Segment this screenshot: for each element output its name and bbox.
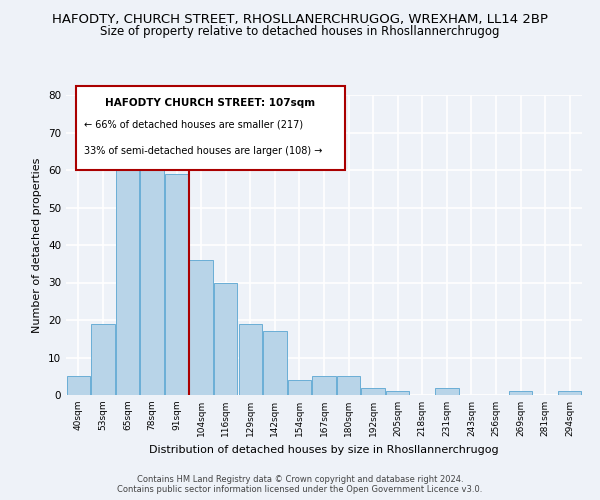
- Text: ← 66% of detached houses are smaller (217): ← 66% of detached houses are smaller (21…: [84, 119, 303, 129]
- Bar: [190, 260, 213, 395]
- Bar: [91, 324, 115, 395]
- Bar: [558, 391, 581, 395]
- Bar: [386, 391, 409, 395]
- Bar: [337, 376, 360, 395]
- Bar: [435, 388, 458, 395]
- Bar: [214, 282, 238, 395]
- Bar: [116, 159, 139, 395]
- Bar: [263, 331, 287, 395]
- FancyBboxPatch shape: [76, 86, 344, 170]
- Bar: [67, 376, 90, 395]
- Text: HAFODTY, CHURCH STREET, RHOSLLANERCHRUGOG, WREXHAM, LL14 2BP: HAFODTY, CHURCH STREET, RHOSLLANERCHRUGO…: [52, 12, 548, 26]
- Y-axis label: Number of detached properties: Number of detached properties: [32, 158, 43, 332]
- Bar: [239, 324, 262, 395]
- Text: 33% of semi-detached houses are larger (108) →: 33% of semi-detached houses are larger (…: [84, 146, 322, 156]
- Text: Contains HM Land Registry data © Crown copyright and database right 2024.
Contai: Contains HM Land Registry data © Crown c…: [118, 474, 482, 494]
- Bar: [140, 166, 164, 395]
- Bar: [165, 174, 188, 395]
- Bar: [313, 376, 335, 395]
- Bar: [361, 388, 385, 395]
- Text: Size of property relative to detached houses in Rhosllannerchrugog: Size of property relative to detached ho…: [100, 25, 500, 38]
- X-axis label: Distribution of detached houses by size in Rhosllannerchrugog: Distribution of detached houses by size …: [149, 444, 499, 454]
- Text: HAFODTY CHURCH STREET: 107sqm: HAFODTY CHURCH STREET: 107sqm: [106, 98, 316, 108]
- Bar: [288, 380, 311, 395]
- Bar: [509, 391, 532, 395]
